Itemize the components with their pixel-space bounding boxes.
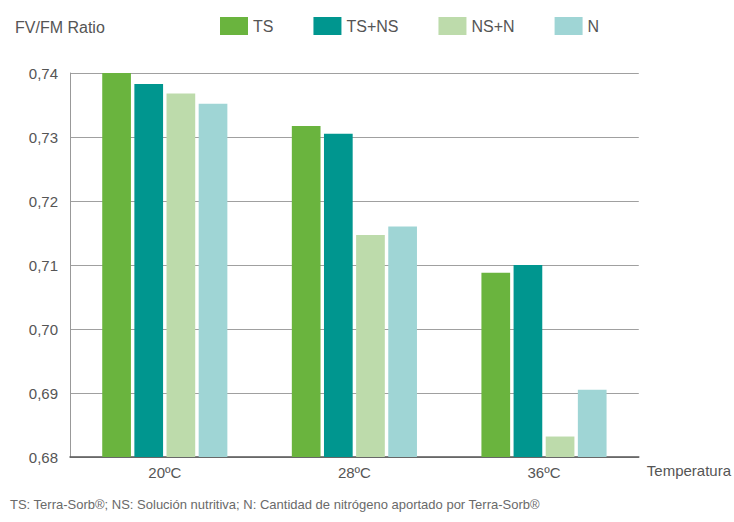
- svg-text:N: N: [588, 18, 600, 35]
- svg-text:0,74: 0,74: [29, 65, 58, 82]
- svg-text:0,73: 0,73: [29, 129, 58, 146]
- svg-text:0,70: 0,70: [29, 321, 58, 338]
- svg-text:TS: TS: [253, 18, 273, 35]
- svg-text:0,69: 0,69: [29, 385, 58, 402]
- svg-text:NS+N: NS+N: [471, 18, 514, 35]
- svg-text:FV/FM Ratio: FV/FM Ratio: [15, 19, 105, 36]
- svg-text:36ºC: 36ºC: [527, 464, 560, 481]
- svg-text:0,68: 0,68: [29, 449, 58, 466]
- svg-text:TS: Terra-Sorb®; NS: Solución: TS: Terra-Sorb®; NS: Solución nutritiva;…: [10, 497, 540, 512]
- svg-text:Temperatura: Temperatura: [647, 462, 732, 479]
- svg-text:TS+NS: TS+NS: [346, 18, 398, 35]
- svg-text:0,71: 0,71: [29, 257, 58, 274]
- svg-text:28ºC: 28ºC: [338, 464, 371, 481]
- svg-text:0,72: 0,72: [29, 193, 58, 210]
- svg-text:20ºC: 20ºC: [148, 464, 181, 481]
